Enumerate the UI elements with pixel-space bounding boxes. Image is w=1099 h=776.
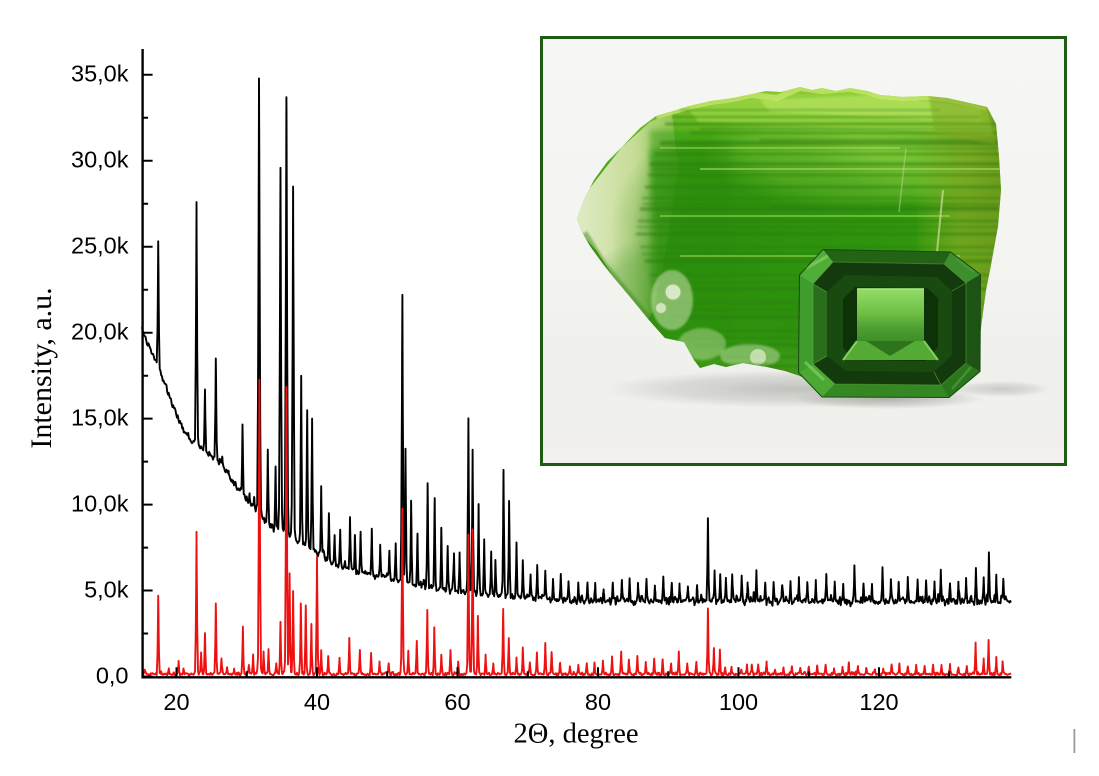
svg-text:0,0: 0,0 [96,662,129,688]
svg-text:60: 60 [444,689,470,715]
svg-text:100: 100 [719,689,758,715]
svg-text:15,0k: 15,0k [71,405,129,431]
svg-text:25,0k: 25,0k [71,233,129,259]
svg-text:20: 20 [163,689,189,715]
svg-text:2Θ, degree: 2Θ, degree [513,719,638,750]
svg-text:20,0k: 20,0k [71,319,129,345]
svg-text:120: 120 [859,689,898,715]
svg-text:30,0k: 30,0k [71,147,129,173]
svg-text:10,0k: 10,0k [71,491,129,517]
svg-text:35,0k: 35,0k [71,61,129,87]
svg-text:40: 40 [304,689,330,715]
svg-text:80: 80 [585,689,611,715]
svg-text:5,0k: 5,0k [84,576,129,602]
svg-text:Intensity, a.u.: Intensity, a.u. [25,287,58,448]
